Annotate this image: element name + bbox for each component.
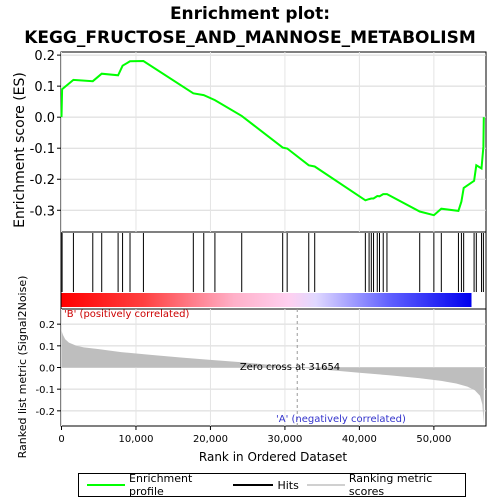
es-y-tick-label: -0.3 [30,204,55,219]
title-line-2: KEGG_FRUCTOSE_AND_MANNOSE_METABOLISM [24,28,476,48]
metric-y-tick-label: -0.1 [35,385,55,396]
metric-y-tick-label: 0.1 [39,342,55,353]
es-y-tick-label: -0.1 [30,142,55,157]
x-tick-label: 20,000 [193,434,228,445]
x-tick-label: 40,000 [342,434,377,445]
zero-cross-label: Zero cross at 31654 [240,362,340,373]
legend-hits-label: Hits [277,478,299,492]
metric-y-tick-label: 0.2 [39,320,55,331]
chart-title: Enrichment plot: KEGG_FRUCTOSE_AND_MANNO… [0,2,500,50]
metric-y-axis-label: Ranked list metric (Signal2Noise) [16,276,29,459]
ranking-color-bar [61,293,472,307]
x-axis-label: Rank in Ordered Dataset [199,450,347,464]
enrichment-plot: 0.20.10.0-0.1-0.2-0.3 0.20.10.0-0.1-0.2 … [12,49,487,464]
negative-correlation-label: 'A' (negatively correlated) [276,414,406,425]
title-line-1: Enrichment plot: [169,4,331,24]
es-y-tick-label: 0.0 [34,111,55,126]
es-y-tick-label: 0.2 [34,49,55,64]
legend: Enrichment profile Hits Ranking metric s… [78,472,466,498]
x-tick-label: 10,000 [118,434,153,445]
positive-correlation-label: 'B' (positively correlated) [64,309,189,320]
x-tick-label: 50,000 [416,434,451,445]
es-y-tick-label: -0.2 [30,173,55,188]
es-panel-frame [60,51,487,233]
enrichment-profile-line [60,59,485,217]
x-tick-label: 0 [58,434,64,445]
profile-swatch [87,484,126,486]
metric-y-tick-label: 0.0 [39,364,55,375]
hits-swatch [233,484,274,486]
scores-swatch [306,484,345,486]
es-y-tick-label: 0.1 [34,80,55,95]
x-tick-label: 30,000 [267,434,302,445]
metric-y-tick-label: -0.2 [35,407,55,418]
legend-item-scores: Ranking metric scores [306,472,465,498]
legend-profile-label: Enrichment profile [129,472,193,498]
es-y-axis-label: Enrichment score (ES) [12,72,28,228]
legend-scores-label: Ranking metric scores [348,472,433,498]
legend-item-profile: Enrichment profile [87,472,225,498]
legend-item-hits: Hits [233,478,299,492]
